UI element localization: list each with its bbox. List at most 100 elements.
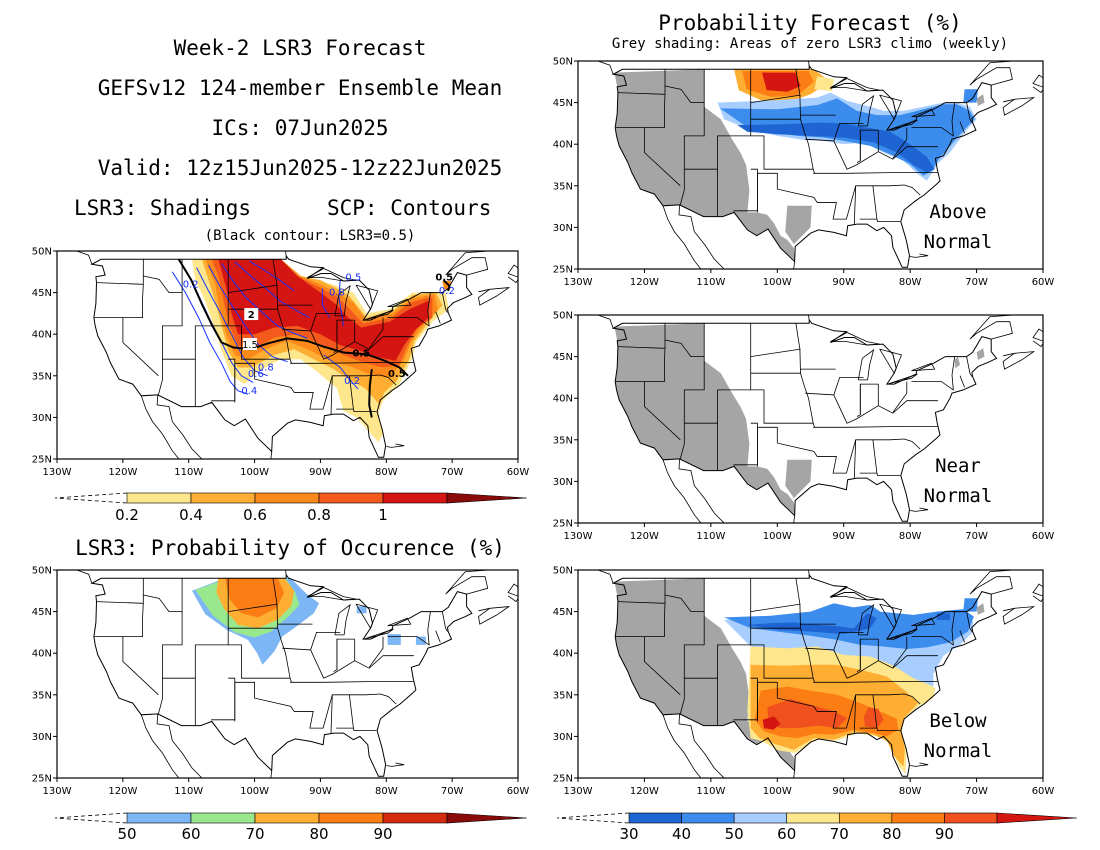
lat-label: 30N [32,732,52,743]
state-border [911,102,956,137]
lake-outline [857,348,875,381]
state-border [750,135,814,170]
state-border [96,282,144,285]
lat-label: 40N [553,394,573,405]
lon-label: 110W [696,786,725,797]
state-border [435,630,441,643]
state-border [805,376,864,396]
colorbar-label: 50 [725,825,744,843]
contour-label: 0.5 [435,273,453,284]
grey-climo-area [785,459,812,498]
foreign-coastline [678,204,725,269]
contour-label: 0.5 [388,369,406,380]
colorbar-min-arrow [54,812,128,824]
lat-label: 35N [32,690,52,701]
lon-label: 100W [240,786,269,797]
lake-outline [911,617,936,627]
colorbar-label: 90 [935,825,954,843]
state-border [892,636,908,668]
state-border [368,636,384,668]
contour-line [208,264,288,363]
contour-label: 0.6 [248,369,264,380]
lake-outline [355,603,379,630]
state-border [892,127,908,159]
foreign-coastline [597,315,614,329]
grey-climo-area [785,205,812,244]
map-area-below [578,570,1043,778]
lat-label: 45N [553,98,573,109]
state-border [966,611,973,632]
lon-label: 70W [965,531,988,542]
grey-climo-area [976,603,985,615]
foreign-coastline [597,61,614,75]
state-border [290,362,414,364]
state-border [876,218,901,223]
category-label: Normal [924,740,993,762]
state-border [959,630,965,643]
lat-label: 30N [553,223,573,234]
title-line-4: Valid: 12z15Jun2025-12z22Jun2025 [97,156,503,180]
lon-label: 70W [965,786,988,797]
colorbar-max-arrow [996,812,1078,824]
colorbar-swatch [382,492,448,504]
state-border [617,92,666,95]
contour-label: 0.2 [344,376,360,387]
lat-label: 50N [32,247,52,258]
colorbar-label: 60 [777,825,796,843]
state-border [664,85,705,103]
colorbar-label: 50 [117,825,136,843]
lon-label: 80W [375,786,398,797]
lake-outline [887,628,918,640]
foreign-coastline [910,253,929,258]
lat-label: 40N [32,649,52,660]
state-border [911,356,956,391]
state-border [158,259,183,396]
state-border [892,381,908,413]
contour-label: 2 [248,310,255,321]
lon-label: 120W [630,531,659,542]
lon-label: 70W [441,786,464,797]
lat-label: 50N [553,57,573,68]
map-area-above [578,61,1043,269]
colorbar-label: 40 [672,825,691,843]
foreign-coastline [578,315,810,321]
lat-label: 35N [32,371,52,382]
contours-label: SCP: Contours [327,196,492,220]
state-border [750,389,814,424]
lake-outline [911,362,936,372]
map-frame [56,250,519,460]
colorbar-swatch [126,812,192,824]
lat-label: 45N [553,352,573,363]
state-border [679,323,705,460]
colorbar-label: 80 [882,825,901,843]
shaded-region [724,603,974,649]
lat-label: 35N [553,435,573,446]
foreign-coastline [57,570,287,576]
lat-label: 50N [553,566,573,577]
lake-outline [830,78,880,92]
colorbar-swatch [891,812,945,824]
state-border [387,611,431,646]
state-border [353,728,377,731]
shadings-label: LSR3: Shadings [74,196,252,220]
colorbar-lsr3: 0.2 0.4 0.6 0.8 1 [54,492,528,524]
map-frame [56,569,519,779]
shaded-region [762,716,781,730]
state-border [228,284,278,293]
foreign-coastline [76,570,93,584]
lat-label: 40N [553,140,573,151]
shaded-region [762,72,801,92]
lon-label: 90W [832,531,855,542]
lake-outline [355,284,379,311]
category-label: Below [929,710,987,732]
state-border [353,409,377,413]
category-label: Above [929,201,986,223]
lon-label: 110W [174,467,203,478]
contour-label: 0.4 [241,386,257,397]
lat-label: 25N [553,774,573,785]
state-border [813,426,938,428]
colorbar-label: 0.6 [243,506,267,524]
